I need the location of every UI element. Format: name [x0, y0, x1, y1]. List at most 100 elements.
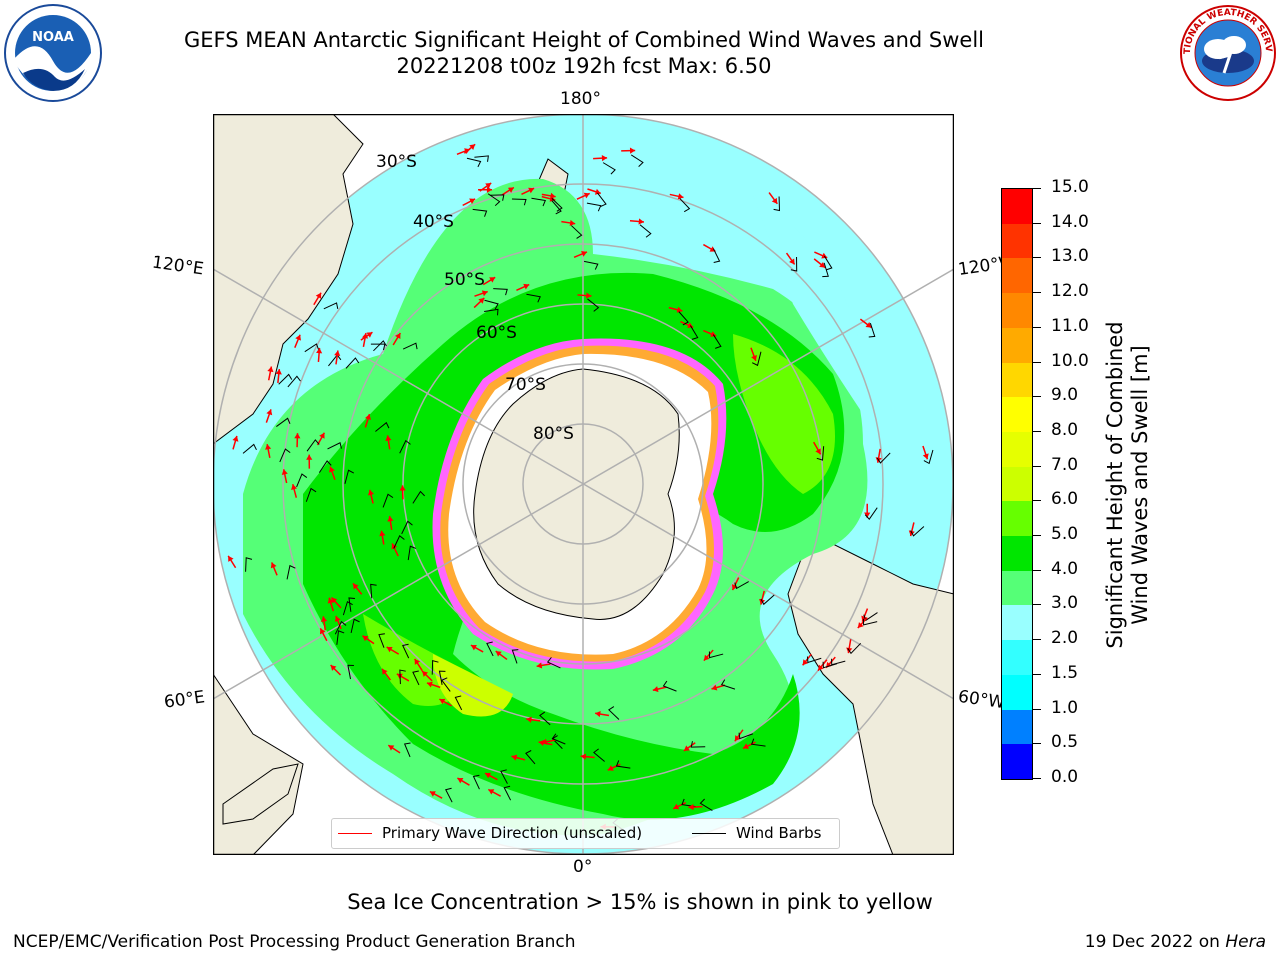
- wind-barb: [539, 711, 551, 726]
- wave-arrow-head: [388, 745, 395, 751]
- wind-barb: [760, 594, 775, 606]
- wind-barb: [738, 732, 754, 740]
- colorbar-tick-label: 0.5: [1051, 732, 1079, 753]
- wave-arrow-head: [601, 155, 608, 162]
- wind-barb: [445, 787, 453, 803]
- wind-barb: [583, 260, 599, 270]
- footer-branch: NCEP/EMC/Verification Post Processing Pr…: [13, 932, 576, 952]
- wave-arrow-head: [275, 369, 282, 375]
- wave-arrow-head: [732, 584, 738, 591]
- legend-wind-barbs: Wind Barbs: [692, 824, 821, 842]
- wave-arrow-head: [673, 803, 680, 810]
- wave-arrow-head: [387, 516, 394, 522]
- wind-barb: [318, 460, 332, 473]
- wave-arrow-head: [922, 453, 929, 460]
- lon-label-0: 0°: [573, 857, 593, 877]
- wind-barb: [546, 657, 561, 669]
- nws-logo: NATIONAL WEATHER SERVICE: [1178, 3, 1276, 101]
- wave-arrow-head: [352, 583, 359, 590]
- wave-arrow-head: [469, 144, 476, 150]
- wave-arrow-head: [399, 485, 406, 491]
- wave-arrow-head: [385, 435, 392, 441]
- lon-label-120e: 120°E: [150, 252, 205, 280]
- wave-arrow-head: [319, 628, 326, 635]
- wind-barb: [864, 507, 878, 521]
- wind-barb: [503, 785, 512, 801]
- wind-barb: [593, 748, 605, 762]
- wave-arrow-head: [295, 334, 302, 341]
- wind-barb: [847, 642, 862, 655]
- colorbar-tick: [1033, 326, 1041, 328]
- colorbar-tick-label: 12.0: [1051, 281, 1089, 302]
- colorbar-segment: [1002, 223, 1032, 259]
- wind-barb: [868, 322, 876, 338]
- colorbar-tick: [1033, 743, 1041, 745]
- wave-arrow-head: [580, 753, 587, 760]
- wave-arrow-head: [507, 187, 514, 193]
- lat-label-70s: 70°S: [505, 375, 546, 395]
- wind-barb: [511, 649, 519, 664]
- lon-label-60w: 60°W: [956, 686, 1007, 714]
- wave-arrow-head: [742, 743, 749, 749]
- wave-arrow-head: [703, 654, 710, 661]
- colorbar-segment: [1002, 500, 1032, 537]
- colorbar-tick-label: 1.5: [1051, 662, 1079, 683]
- wind-barb: [630, 154, 644, 167]
- wind-barb: [790, 257, 798, 272]
- colorbar-tick-label: 14.0: [1051, 211, 1089, 232]
- colorbar-tick: [1033, 465, 1041, 467]
- wind-barb: [342, 600, 353, 616]
- wind-barb: [393, 535, 405, 549]
- sea-ice-caption: Sea Ice Concentration > 15% is shown in …: [347, 890, 933, 914]
- wind-barb: [347, 664, 354, 680]
- wave-arrow-head: [464, 148, 471, 154]
- wind-barb: [305, 487, 317, 502]
- legend-red-line: [338, 832, 372, 834]
- wind-barb: [401, 520, 413, 535]
- wind-barb: [823, 255, 833, 271]
- wave-arrow-head: [315, 292, 322, 299]
- wind-barb: [734, 581, 749, 590]
- map-subtitle: 20221208 t00z 192h fcst Max: 6.50: [396, 54, 772, 78]
- wave-arrow-head: [481, 290, 488, 297]
- wave-arrow-head: [379, 530, 386, 537]
- polar-map[interactable]: [213, 114, 954, 855]
- wind-barb: [403, 742, 411, 758]
- colorbar-tick: [1033, 396, 1041, 398]
- wind-barb: [245, 557, 253, 572]
- wind-barb: [511, 198, 527, 206]
- colorbar-segment: [1002, 466, 1032, 502]
- wind-barb: [525, 750, 536, 765]
- wave-arrow-head: [361, 333, 369, 339]
- colorbar-tick: [1033, 639, 1041, 641]
- wind-barb: [484, 299, 499, 310]
- wind-barb: [402, 342, 418, 350]
- wave-arrow-head: [511, 754, 518, 761]
- wind-barb: [412, 490, 425, 504]
- wind-barb: [484, 308, 499, 316]
- noaa-logo: NOAA: [4, 4, 102, 102]
- wave-arrow-head: [864, 512, 871, 518]
- wave-arrow-head: [265, 444, 272, 450]
- wave-arrow-head: [688, 803, 694, 811]
- colorbar-tick-label: 10.0: [1051, 350, 1089, 371]
- wave-arrow-head: [365, 414, 371, 420]
- wave-arrow-head: [429, 791, 436, 797]
- lat-label-30s: 30°S: [376, 152, 417, 172]
- wind-barb: [551, 200, 562, 215]
- wave-arrow-head: [228, 555, 234, 562]
- wind-barb: [278, 373, 293, 385]
- land-antarctica: [448, 353, 712, 655]
- wave-arrow-head: [583, 192, 590, 199]
- wave-arrow-head: [334, 615, 341, 622]
- wind-barb: [344, 469, 355, 484]
- map-border: [213, 114, 954, 855]
- footer-date-text: 19 Dec 2022 on: [1084, 932, 1226, 952]
- wind-barb: [551, 197, 563, 212]
- wind-barb: [382, 493, 394, 508]
- wave-arrow-head: [366, 332, 373, 338]
- wind-barb: [571, 225, 583, 239]
- wave-arrow-head: [676, 306, 683, 313]
- wave-arrow-head: [367, 489, 374, 496]
- colorbar-segment: [1002, 431, 1032, 467]
